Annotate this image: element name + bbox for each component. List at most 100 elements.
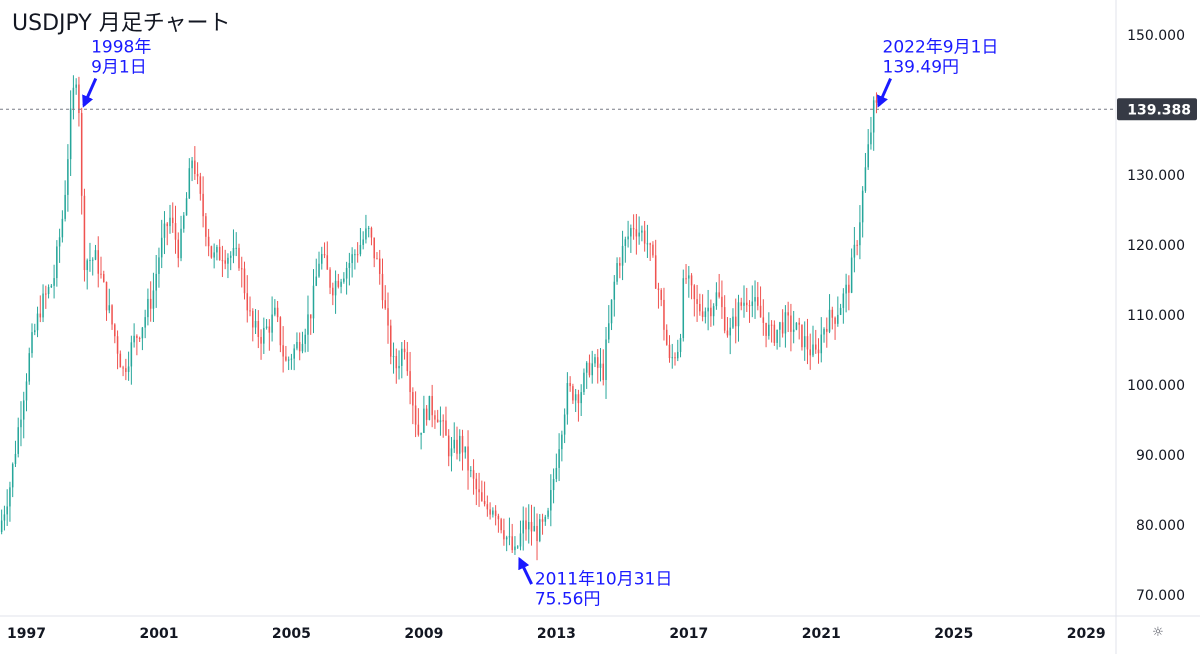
candle-down — [674, 357, 676, 359]
candle-up — [522, 520, 524, 534]
y-tick-label: 120.000 — [1127, 238, 1185, 254]
chart-settings-icon[interactable]: ☼ — [1152, 625, 1164, 640]
candle-down — [149, 298, 152, 309]
x-tick-label: 2001 — [139, 626, 178, 642]
candle-up — [779, 322, 781, 330]
y-tick-label: 150.000 — [1127, 28, 1185, 44]
candle-down — [252, 310, 254, 328]
candle-up — [712, 306, 715, 317]
candle-up — [872, 100, 875, 133]
candle-down — [356, 254, 359, 256]
current-price-badge: 139.388 — [1117, 98, 1197, 121]
candle-up — [561, 434, 563, 450]
candle-down — [403, 348, 406, 353]
candle-up — [9, 487, 11, 507]
candle-up — [254, 320, 257, 328]
candle-up — [812, 344, 814, 356]
annotation-label: 9月1日 — [91, 58, 147, 78]
candle-down — [596, 357, 599, 368]
candle-up — [688, 275, 690, 279]
candle-down — [663, 299, 665, 330]
candle-down — [701, 311, 704, 317]
annotation-label: 2022年9月1日 — [883, 38, 999, 58]
candle-down — [831, 309, 834, 318]
candle-down — [326, 255, 329, 270]
candle-down — [511, 536, 513, 551]
candle-down — [856, 244, 858, 246]
candle-up — [185, 198, 188, 216]
annotation-arrow — [82, 77, 98, 108]
annotation-arrow — [876, 77, 892, 108]
candle-down — [489, 509, 491, 515]
candle-up — [365, 228, 367, 240]
candle-up — [547, 510, 549, 517]
candle-down — [205, 216, 207, 237]
candle-down — [268, 326, 271, 333]
candle-down — [384, 300, 387, 309]
candle-up — [550, 490, 552, 511]
candle-up — [859, 222, 861, 246]
candle-up — [163, 223, 166, 238]
candle-up — [36, 313, 39, 331]
candle-down — [249, 310, 251, 312]
candle-up — [613, 281, 616, 300]
candle-down — [39, 313, 42, 318]
current-price-badge-bg — [1117, 98, 1197, 121]
candle-up — [301, 343, 304, 352]
candle-down — [373, 237, 375, 259]
candle-up — [22, 400, 25, 420]
candle-down — [114, 324, 116, 337]
candle-down — [207, 236, 210, 247]
candle-down — [431, 395, 433, 416]
candle-up — [621, 245, 624, 266]
candle-up — [216, 246, 218, 253]
candle-down — [260, 336, 262, 344]
candle-down — [773, 324, 776, 343]
candle-down — [298, 342, 301, 352]
y-tick-label: 80.000 — [1136, 518, 1185, 534]
candle-down — [500, 519, 502, 531]
candle-up — [290, 358, 293, 360]
candle-up — [555, 467, 558, 479]
candle-down — [781, 322, 784, 334]
candle-down — [665, 329, 668, 345]
candle-up — [616, 263, 618, 282]
x-tick-label: 2029 — [1067, 626, 1106, 642]
candle-down — [285, 356, 287, 361]
candle-up — [229, 255, 232, 258]
candle-up — [133, 335, 135, 343]
candle-down — [577, 394, 580, 404]
candle-up — [715, 292, 718, 307]
candle-down — [699, 303, 701, 312]
candle-down — [436, 419, 439, 423]
candle-up — [348, 263, 351, 268]
candle-down — [376, 258, 378, 260]
candle-up — [61, 218, 64, 238]
current-price-value: 139.388 — [1127, 102, 1191, 118]
candle-up — [6, 506, 8, 515]
candle-up — [751, 301, 754, 306]
candle-up — [803, 336, 806, 348]
candle-down — [97, 250, 100, 274]
candle-series — [0, 75, 878, 561]
candle-down — [530, 521, 533, 532]
candle-down — [456, 439, 458, 454]
candle-up — [367, 227, 370, 229]
candle-up — [359, 244, 362, 255]
candle-down — [734, 316, 737, 327]
candle-down — [332, 287, 334, 296]
x-tick-label: 2009 — [404, 626, 443, 642]
candle-down — [116, 336, 119, 354]
candle-up — [585, 362, 588, 373]
candle-down — [497, 515, 500, 520]
candle-up — [398, 365, 400, 369]
candle-up — [158, 257, 160, 274]
candle-down — [635, 229, 638, 237]
candle-down — [690, 275, 693, 286]
candle-up — [845, 284, 847, 294]
candle-up — [464, 446, 467, 453]
candle-up — [312, 285, 315, 319]
candle-up — [552, 478, 555, 491]
candle-down — [202, 193, 204, 217]
